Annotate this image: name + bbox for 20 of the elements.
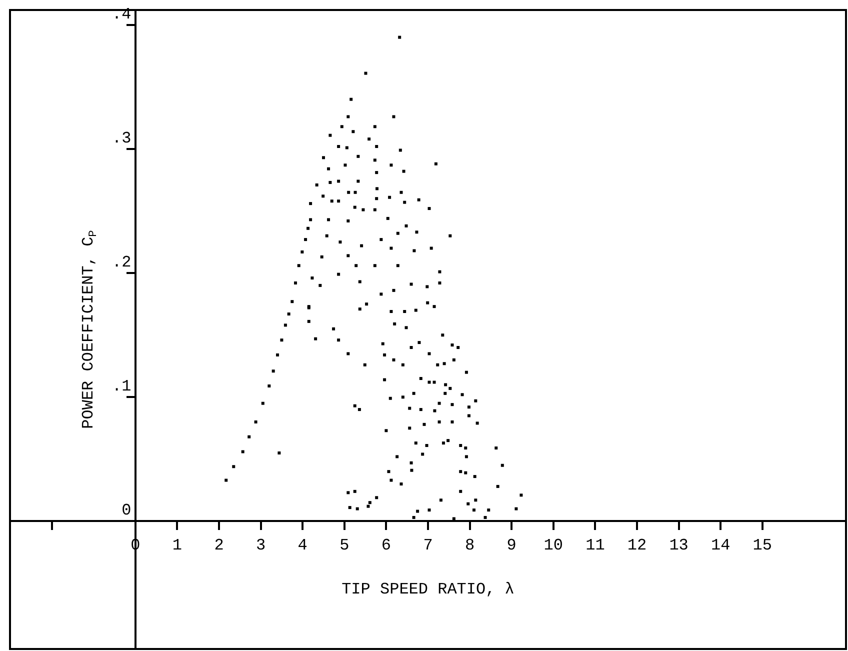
y-tick-label: 0 xyxy=(122,502,132,520)
y-tick-label: .3 xyxy=(112,129,132,148)
x-tick-label: 5 xyxy=(340,536,350,554)
x-tick-label: 8 xyxy=(464,536,475,554)
x-tick-label: 7 xyxy=(423,536,433,554)
x-tick-label: 4 xyxy=(298,536,308,554)
x-tick-label: 3 xyxy=(256,536,266,554)
x-tick-label: 9 xyxy=(506,536,516,554)
x-tick-label: 2 xyxy=(214,536,224,554)
x-axis-title: TIP SPEED RATIO, λ xyxy=(342,580,514,599)
y-tick-label: .2 xyxy=(112,253,132,272)
x-tick-label: 14 xyxy=(711,536,730,554)
y-tick-label: .1 xyxy=(112,378,132,396)
x-tick-label: 10 xyxy=(544,536,563,554)
x-tick-label: 6 xyxy=(381,536,392,554)
x-tick-label: 13 xyxy=(669,536,688,554)
x-tick-label: 1 xyxy=(172,536,182,554)
x-tick-label: 12 xyxy=(627,536,647,554)
x-tick-label: 15 xyxy=(752,536,772,554)
x-tick-label: 11 xyxy=(586,536,605,554)
